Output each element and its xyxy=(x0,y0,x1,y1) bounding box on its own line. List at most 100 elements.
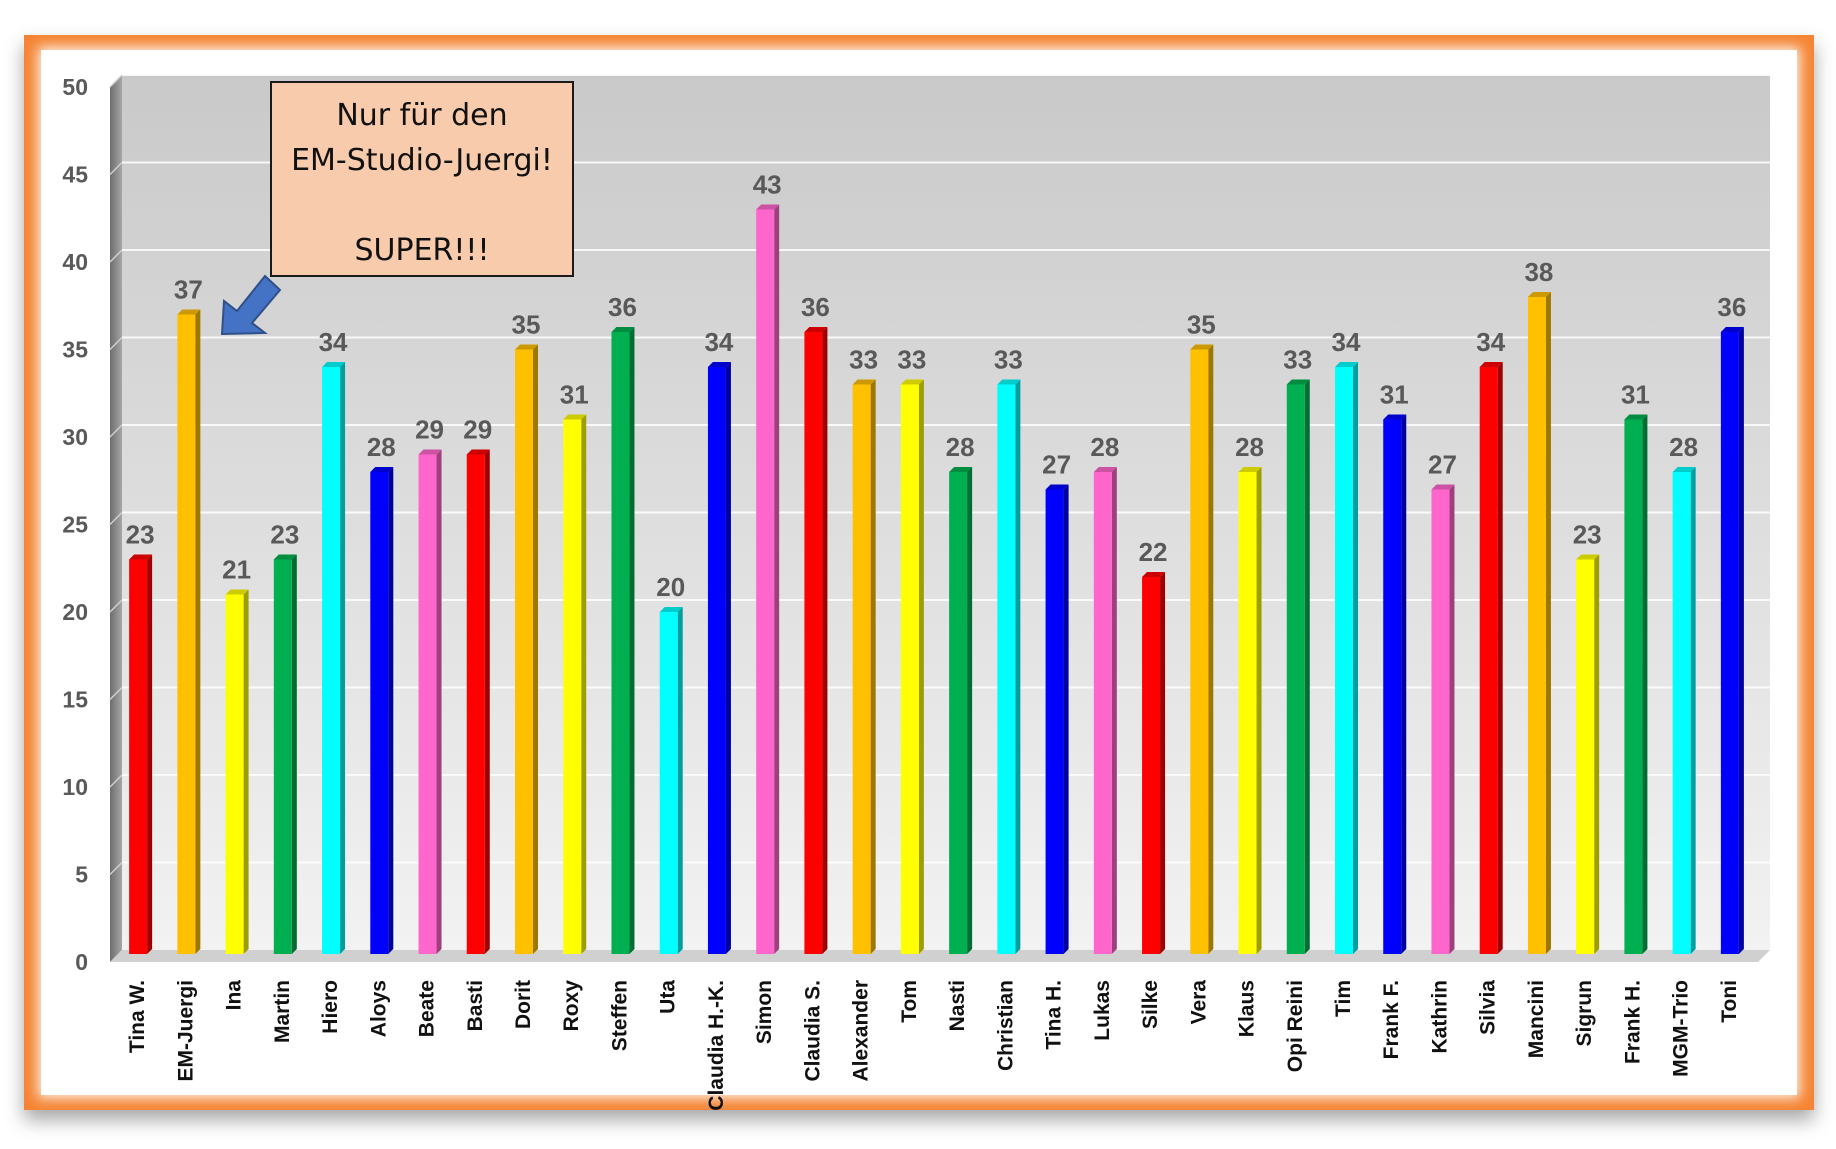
y-tick-label: 45 xyxy=(62,162,88,188)
bar-24 xyxy=(1238,467,1262,954)
gridline-side xyxy=(109,686,123,701)
bar-side xyxy=(243,589,249,954)
bar-top xyxy=(707,362,731,367)
x-tick-label: Basti xyxy=(464,980,487,1031)
data-label: 28 xyxy=(1090,432,1119,462)
bar-top xyxy=(177,309,201,315)
bar-front xyxy=(804,332,823,954)
bar-side xyxy=(581,414,587,954)
x-tick-label: Silke xyxy=(1139,980,1162,1029)
x-tick-label: Kathrin xyxy=(1428,980,1451,1054)
y-tick-label: 5 xyxy=(75,862,88,888)
gridline-side xyxy=(109,861,123,876)
bar-front xyxy=(1527,297,1546,954)
bar-top xyxy=(322,362,346,367)
gridline-side xyxy=(109,249,123,263)
bar-top xyxy=(1142,572,1166,577)
x-tick-label: Alexander xyxy=(850,980,873,1082)
bar-32 xyxy=(1624,414,1648,954)
x-tick-label: Tom xyxy=(898,980,921,1023)
bar-side xyxy=(1015,379,1021,954)
bar-front xyxy=(370,472,389,954)
bar-side xyxy=(291,554,297,954)
callout-line-1: Nur für den xyxy=(336,98,508,133)
bar-12 xyxy=(659,607,683,954)
gridline-side xyxy=(109,424,123,438)
bar-side xyxy=(629,327,635,954)
bar-18 xyxy=(949,467,973,954)
bar-top xyxy=(273,554,297,560)
bar-top xyxy=(1672,467,1696,472)
bar-top xyxy=(1383,414,1407,420)
bar-top xyxy=(1093,467,1117,472)
x-axis-labels: Tina W. EM-Juergi Ina Martin Hiero Aloys Beate… xyxy=(126,980,1741,1111)
bar-side xyxy=(677,607,683,954)
data-labels: 23 37 21 23 34 28 29 29 35 31 36 20 34 43 36 33 33 28 33 27… xyxy=(126,170,1747,603)
bar-front xyxy=(611,332,630,954)
callout-line-4: SUPER!!! xyxy=(354,233,490,268)
bar-side xyxy=(147,554,153,954)
data-label: 34 xyxy=(1476,327,1505,357)
bar-top xyxy=(1045,484,1069,490)
data-label: 36 xyxy=(1717,292,1746,322)
bar-side xyxy=(1497,362,1503,954)
bar-top xyxy=(611,327,635,332)
x-tick-label: Vera xyxy=(1187,980,1210,1025)
x-tick-label: Tina H. xyxy=(1043,980,1066,1050)
bar-top xyxy=(852,379,876,385)
x-tick-label: Tina W. xyxy=(126,980,149,1053)
bar-top xyxy=(1720,327,1744,332)
bar-top xyxy=(1431,484,1455,490)
bar-side xyxy=(1594,554,1600,954)
x-tick-label: EM-Juergi xyxy=(174,980,197,1082)
bars xyxy=(129,204,1744,954)
data-label: 33 xyxy=(994,345,1023,375)
bar-top xyxy=(1479,362,1503,367)
x-tick-label: Hiero xyxy=(319,980,342,1034)
gridline-side xyxy=(109,336,123,351)
x-tick-label: Aloys xyxy=(367,980,390,1037)
bar-front xyxy=(1142,577,1161,954)
x-tick-label: Silvia xyxy=(1477,980,1500,1035)
bar-top xyxy=(997,379,1021,385)
y-tick-label: 20 xyxy=(62,599,88,625)
bar-14 xyxy=(756,204,780,954)
bar-side xyxy=(1353,362,1358,954)
bar-29 xyxy=(1479,362,1503,954)
bar-top xyxy=(804,327,828,332)
bar-side xyxy=(195,309,201,954)
bar-side xyxy=(725,362,731,954)
data-label: 31 xyxy=(560,380,589,410)
x-tick-label: Steffen xyxy=(608,980,631,1051)
bar-top xyxy=(563,414,587,420)
bar-19 xyxy=(997,379,1021,954)
x-tick-label: Tim xyxy=(1332,980,1355,1017)
bar-side xyxy=(1256,467,1262,954)
y-tick-label: 15 xyxy=(62,687,88,713)
bar-13 xyxy=(707,362,731,954)
data-label: 43 xyxy=(753,170,782,200)
bar-side xyxy=(822,327,828,954)
bar-front xyxy=(1286,384,1305,954)
data-label: 33 xyxy=(849,345,878,375)
bar-top xyxy=(756,204,780,210)
bar-top xyxy=(1190,344,1214,350)
data-label: 35 xyxy=(512,310,541,340)
bar-side xyxy=(1642,414,1648,954)
bar-6 xyxy=(370,467,394,954)
bar-top xyxy=(1335,362,1358,367)
data-label: 36 xyxy=(801,292,830,322)
bar-front xyxy=(1479,367,1498,954)
y-tick-label: 35 xyxy=(62,337,88,363)
bar-front xyxy=(515,349,533,954)
bar-front xyxy=(1093,472,1112,954)
bar-top xyxy=(466,449,490,455)
x-tick-label: Mancini xyxy=(1525,980,1548,1058)
bar-side xyxy=(1449,484,1455,954)
y-tick-label: 0 xyxy=(75,949,88,975)
x-tick-label: Roxy xyxy=(560,980,583,1032)
bar-4 xyxy=(273,554,297,954)
bar-7 xyxy=(418,449,442,954)
data-label: 28 xyxy=(367,432,396,462)
bar-front xyxy=(1335,367,1353,954)
